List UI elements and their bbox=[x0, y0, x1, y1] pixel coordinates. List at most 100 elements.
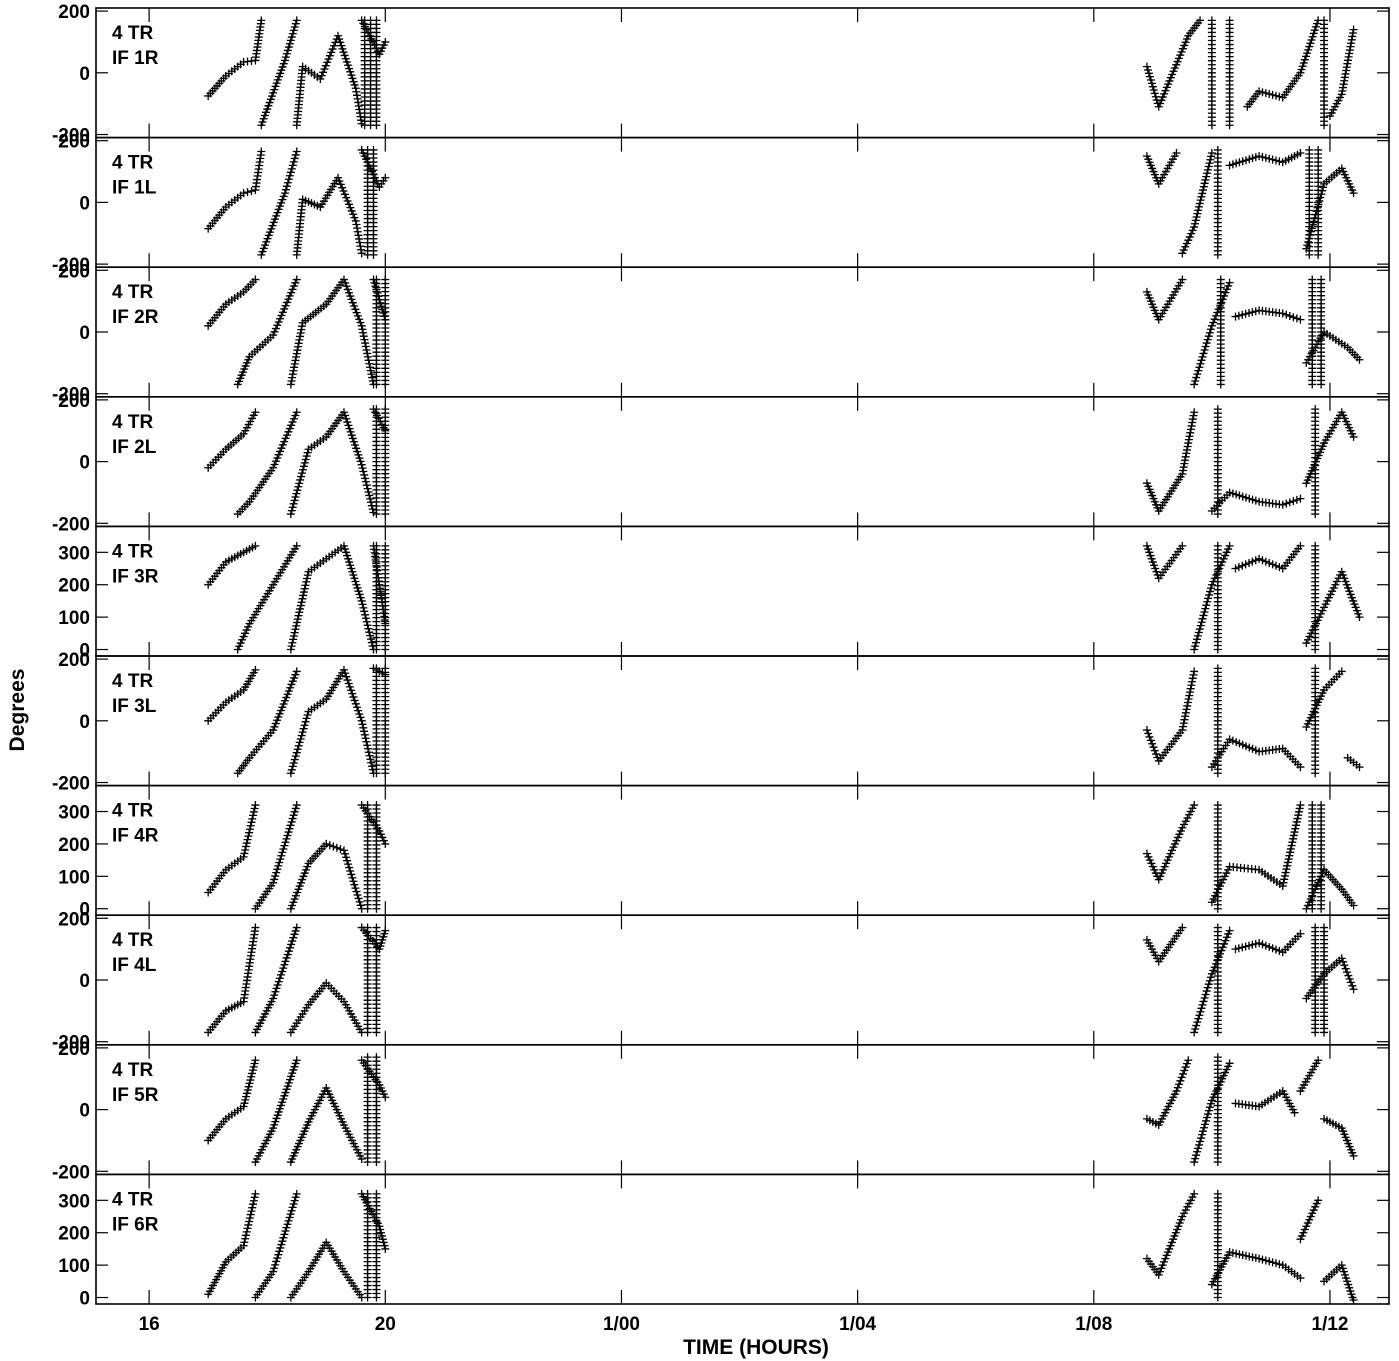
data-point bbox=[1281, 868, 1290, 877]
data-point bbox=[354, 706, 363, 715]
y-tick-label: -200 bbox=[52, 774, 90, 795]
data-point bbox=[355, 897, 364, 906]
data-point bbox=[1314, 1056, 1323, 1065]
data-point bbox=[369, 145, 378, 154]
data-point bbox=[293, 745, 302, 754]
data-point bbox=[1205, 976, 1214, 985]
data-point bbox=[381, 275, 390, 284]
data-point bbox=[1344, 971, 1353, 980]
data-point bbox=[269, 1267, 278, 1276]
data-point bbox=[372, 16, 381, 25]
data-point bbox=[347, 870, 356, 879]
data-point bbox=[1225, 1059, 1234, 1068]
data-point bbox=[1238, 561, 1247, 570]
data-point bbox=[284, 1216, 293, 1225]
data-point bbox=[1150, 746, 1159, 755]
data-point bbox=[1285, 498, 1294, 507]
data-point bbox=[344, 200, 353, 209]
data-point bbox=[300, 721, 309, 730]
data-point bbox=[322, 839, 331, 848]
data-point bbox=[1179, 1069, 1188, 1078]
data-point bbox=[364, 748, 373, 757]
data-point bbox=[372, 801, 381, 810]
panel-marks bbox=[204, 16, 1358, 130]
data-point bbox=[1231, 564, 1240, 573]
data-point bbox=[298, 465, 307, 474]
data-point bbox=[1317, 801, 1326, 810]
data-point bbox=[290, 755, 299, 764]
data-point bbox=[347, 206, 356, 215]
data-point bbox=[1346, 978, 1355, 987]
data-point bbox=[353, 890, 362, 899]
data-point bbox=[288, 1203, 297, 1212]
y-tick-label: 200 bbox=[58, 1224, 90, 1245]
data-point bbox=[293, 346, 302, 355]
data-point bbox=[1221, 936, 1230, 945]
data-point bbox=[1292, 495, 1301, 504]
y-tick-label: -200 bbox=[52, 255, 90, 276]
data-point bbox=[250, 804, 259, 813]
data-point bbox=[283, 178, 292, 187]
data-point bbox=[345, 863, 354, 872]
data-point bbox=[1311, 664, 1320, 673]
data-point bbox=[357, 245, 366, 254]
data-point bbox=[292, 408, 301, 417]
data-point bbox=[1178, 726, 1187, 735]
data-point bbox=[320, 65, 329, 74]
data-point bbox=[276, 855, 285, 864]
data-point bbox=[1189, 411, 1198, 420]
data-point bbox=[297, 731, 306, 740]
data-point bbox=[287, 940, 296, 949]
data-point bbox=[294, 741, 303, 750]
data-point bbox=[354, 231, 363, 240]
data-point bbox=[1265, 89, 1274, 98]
data-point bbox=[247, 1207, 256, 1216]
data-point bbox=[303, 574, 312, 583]
data-point bbox=[1268, 944, 1277, 953]
data-point bbox=[1200, 993, 1209, 1002]
data-point bbox=[296, 601, 305, 610]
x-tick-label: 1/00 bbox=[603, 1314, 640, 1335]
data-point bbox=[1340, 961, 1349, 970]
y-tick-label: 300 bbox=[58, 1191, 90, 1212]
data-point bbox=[361, 614, 370, 623]
data-point bbox=[272, 1257, 281, 1266]
data-point bbox=[239, 189, 248, 198]
data-point bbox=[1238, 310, 1247, 319]
data-point bbox=[286, 380, 295, 389]
data-point bbox=[1183, 442, 1192, 451]
data-point bbox=[324, 55, 333, 64]
data-point bbox=[365, 359, 374, 368]
data-point bbox=[1294, 807, 1303, 816]
data-point bbox=[1187, 681, 1196, 690]
data-point bbox=[1258, 556, 1267, 565]
data-point bbox=[370, 278, 379, 287]
data-point bbox=[278, 1237, 287, 1246]
data-point bbox=[1195, 363, 1204, 372]
data-point bbox=[1147, 79, 1156, 88]
data-point bbox=[286, 1210, 295, 1219]
panel-label-if: IF 4R bbox=[112, 826, 159, 847]
data-point bbox=[1285, 311, 1294, 320]
data-point bbox=[342, 193, 351, 202]
data-point bbox=[1320, 16, 1329, 25]
data-point bbox=[290, 359, 299, 368]
data-point bbox=[1355, 613, 1364, 622]
data-point bbox=[1241, 309, 1250, 318]
data-point bbox=[332, 843, 341, 852]
data-point bbox=[1201, 1116, 1210, 1125]
data-point bbox=[299, 588, 308, 597]
data-point bbox=[281, 185, 290, 194]
data-point bbox=[239, 1241, 248, 1250]
data-point bbox=[1149, 743, 1158, 752]
panel-label-if: IF 2R bbox=[112, 307, 159, 328]
data-point bbox=[1221, 288, 1230, 297]
x-tick-label: 1/08 bbox=[1075, 1314, 1112, 1335]
data-point bbox=[278, 848, 287, 857]
data-point bbox=[349, 210, 358, 219]
data-point bbox=[1192, 638, 1201, 647]
data-point bbox=[297, 598, 306, 607]
panel-label-if: IF 1L bbox=[112, 178, 157, 199]
data-point bbox=[1355, 355, 1364, 364]
data-point bbox=[301, 455, 310, 464]
